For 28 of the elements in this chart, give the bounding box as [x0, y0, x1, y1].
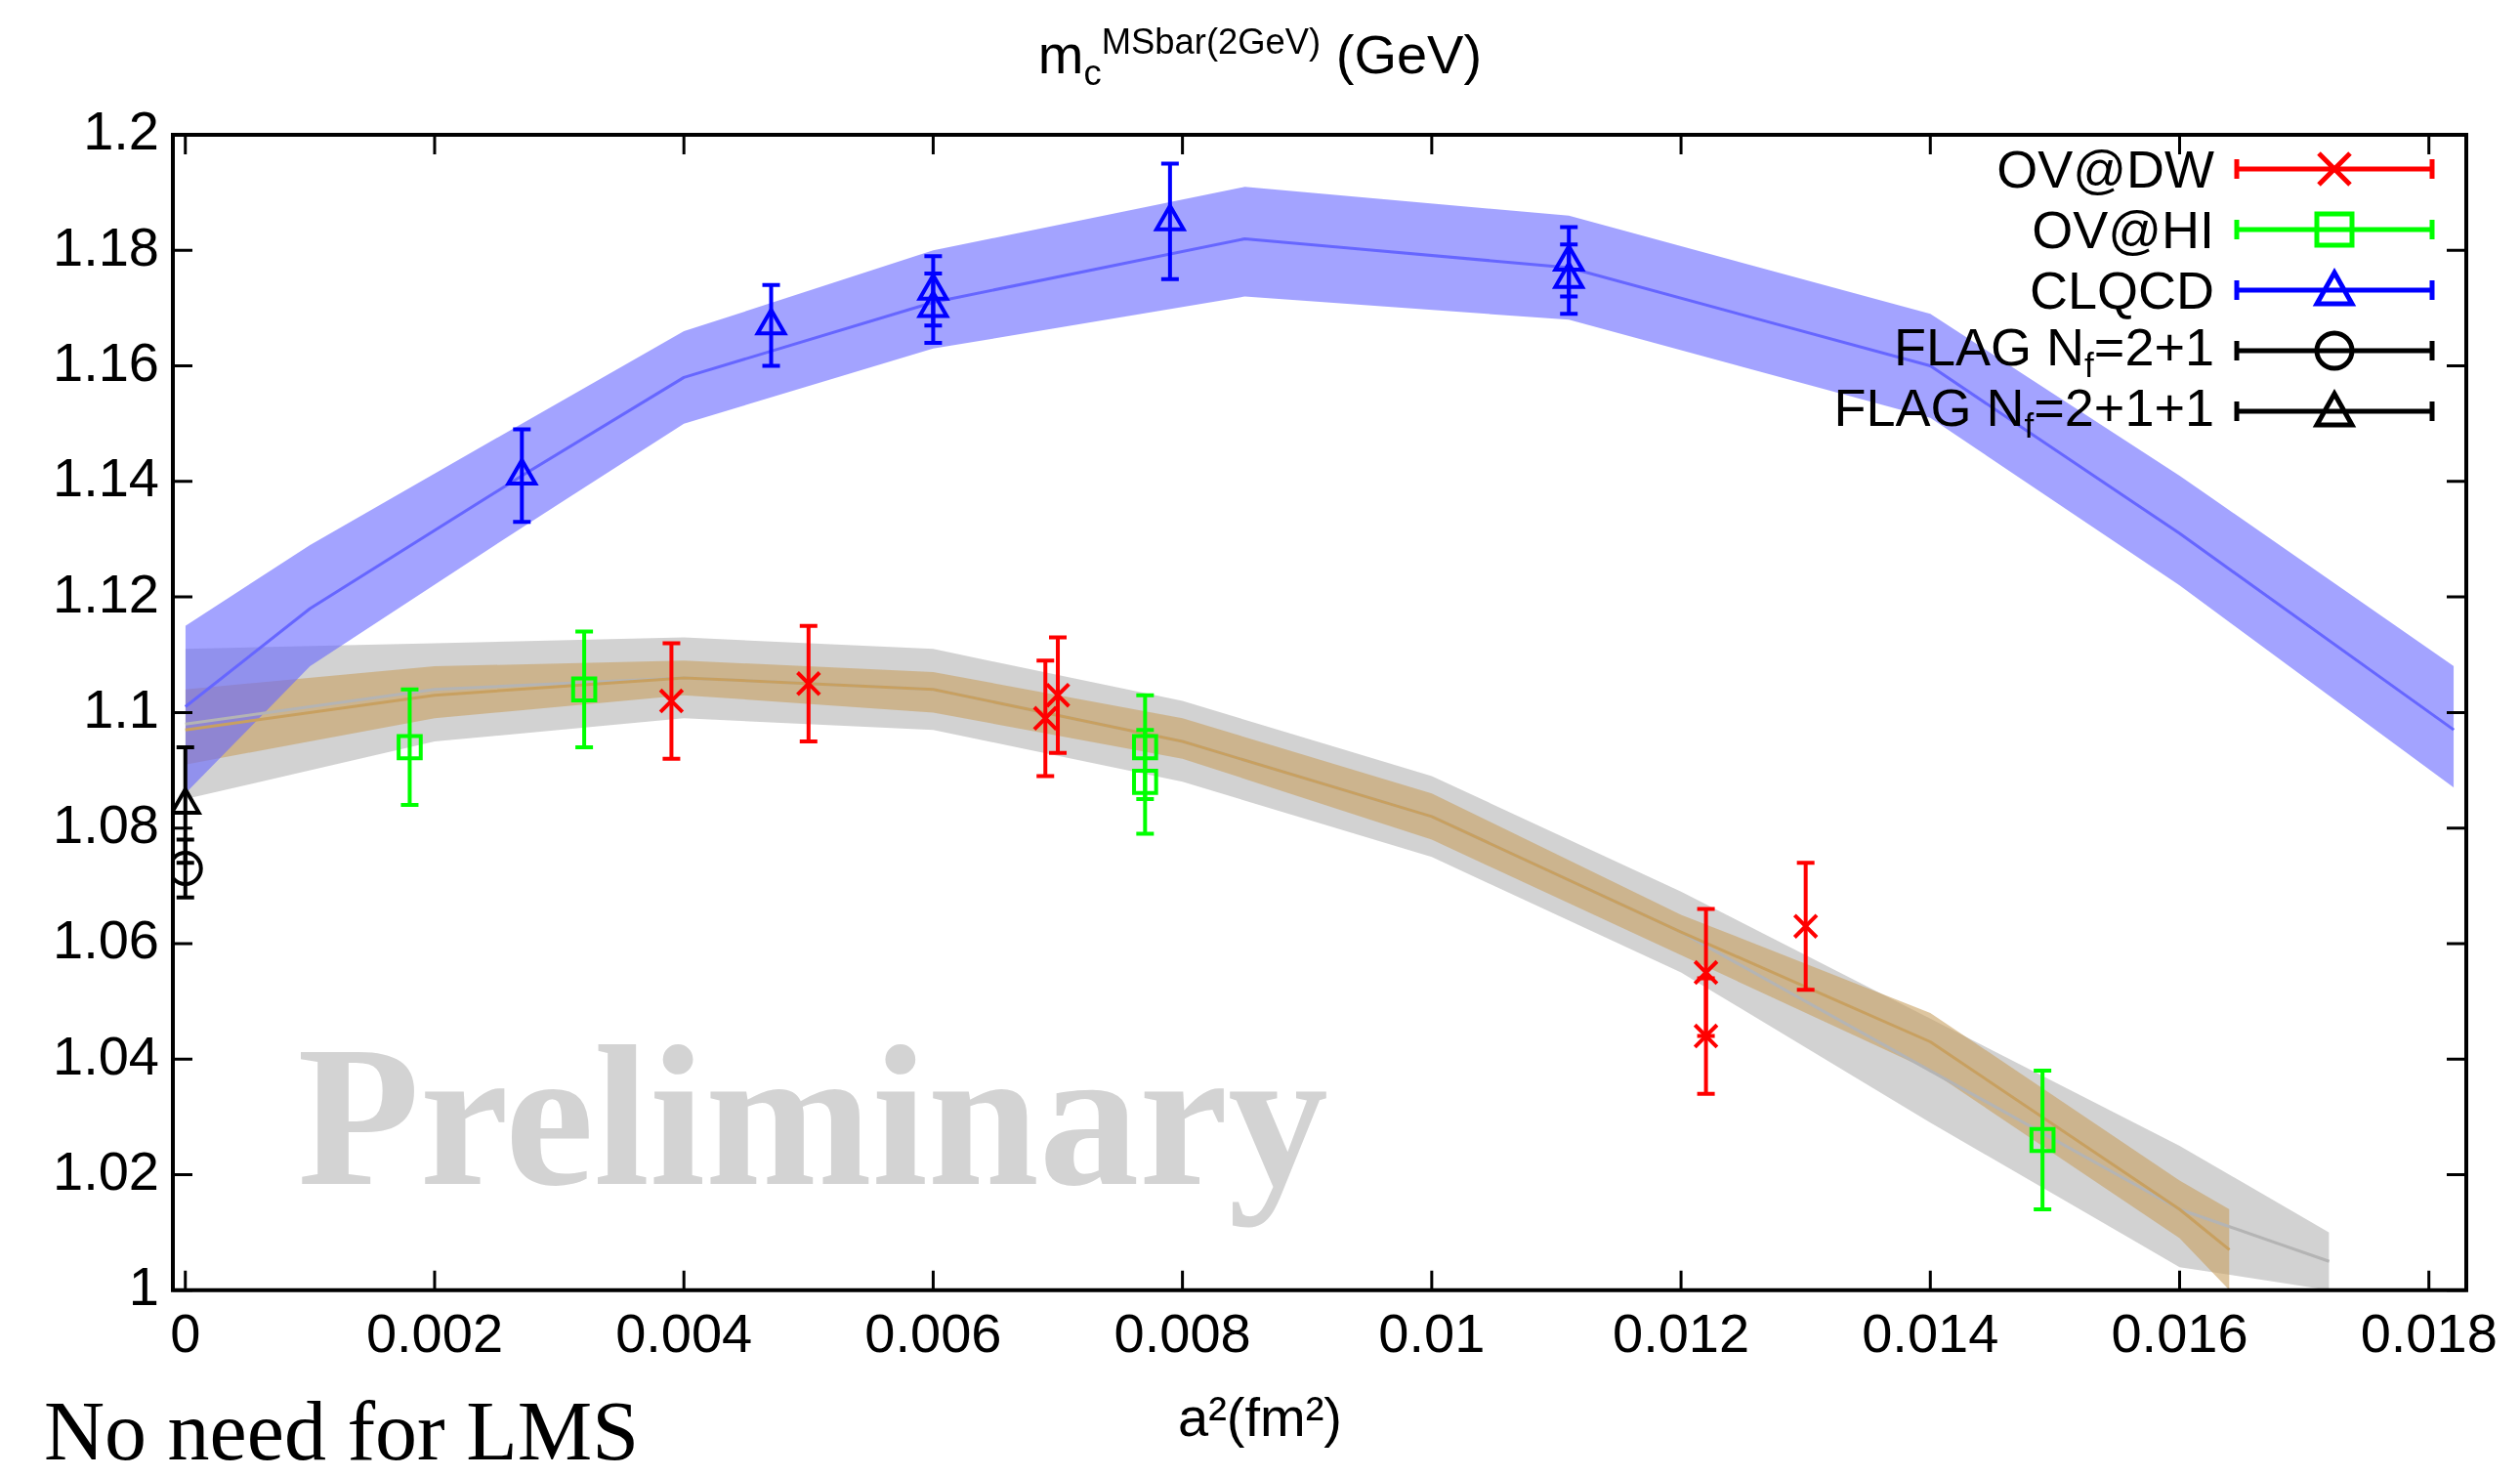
x-tick-label: 0.012: [1612, 1301, 1750, 1364]
legend-label: OV@DW: [1996, 139, 2214, 199]
y-tick-label: 1.12: [52, 562, 159, 624]
y-tick-label: 1.08: [52, 793, 159, 856]
y-tick-label: 1.18: [52, 215, 159, 277]
y-tick-label: 1.06: [52, 908, 159, 971]
x-tick-label: 0.008: [1113, 1301, 1251, 1364]
y-tick-label: 1.02: [52, 1139, 159, 1202]
x-tick-label: 0.006: [864, 1301, 1002, 1364]
x-tick-label: 0.016: [2111, 1301, 2248, 1364]
y-tick-label: 1.16: [52, 331, 159, 393]
x-tick-label: 0.01: [1378, 1301, 1486, 1364]
y-tick-label: 1.2: [83, 100, 159, 162]
y-tick-label: 1.14: [52, 446, 159, 509]
chart-title: m$_{c}$$^{MSbar(2GeV)}$ (GeV): [1036, 21, 1484, 94]
legend-label: OV@HI: [2032, 199, 2214, 260]
x-tick-label: 0: [170, 1301, 201, 1364]
text: No need for LMS: [44, 1383, 640, 1477]
y-tick-label: 1.1: [83, 677, 159, 739]
x-axis-title: a²(fm²): [1178, 1386, 1342, 1448]
x-tick-label: 0.014: [1862, 1301, 1999, 1364]
legend-label: CLQCD: [2029, 260, 2214, 320]
y-tick-label: 1.04: [52, 1024, 159, 1086]
x-tick-label: 0.002: [365, 1301, 504, 1364]
x-tick-label: 0.004: [615, 1301, 753, 1364]
y-tick-label: 1: [128, 1255, 159, 1318]
x-tick-label: 0.018: [2360, 1301, 2498, 1364]
legend-label: FLAG N$_{f}$=2+1+1: [1833, 377, 2214, 445]
